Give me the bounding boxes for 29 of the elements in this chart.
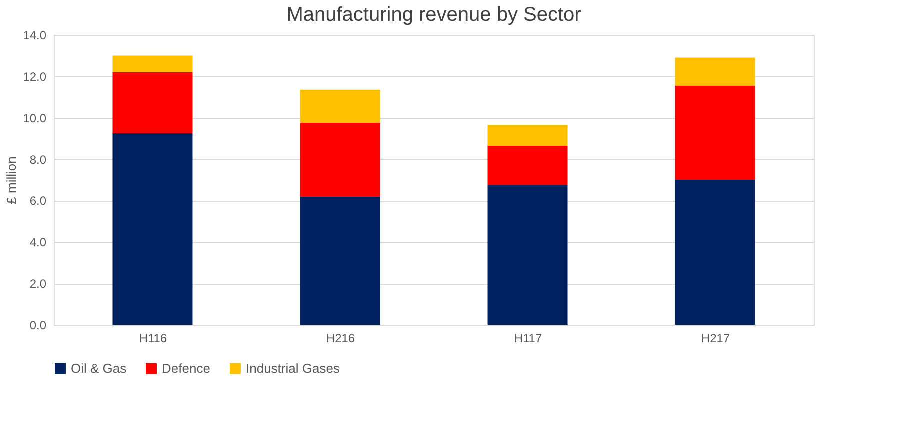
bar [112, 56, 193, 72]
legend-label: Defence [162, 360, 210, 376]
bar [300, 196, 380, 325]
x-tick-label: H116 [139, 332, 168, 346]
y-tick-label: 0.0 [30, 318, 47, 332]
chart-title: Manufacturing revenue by Sector [286, 4, 582, 26]
bar [488, 125, 568, 146]
bar [675, 86, 756, 180]
x-tick-label: H216 [326, 332, 356, 346]
y-tick-label: 4.0 [30, 236, 47, 250]
y-axis-title: £ million [4, 156, 20, 204]
bar [112, 72, 193, 134]
y-tick-label: 2.0 [30, 277, 47, 292]
y-tick-label: 14.0 [23, 28, 47, 42]
bar [112, 133, 193, 325]
y-tick-label: 6.0 [30, 194, 47, 208]
legend-label: Industrial Gases [246, 360, 340, 376]
legend-label: Oil & Gas [71, 360, 128, 376]
bar [675, 58, 756, 86]
bar [300, 123, 380, 197]
y-tick-label: 10.0 [23, 111, 47, 126]
x-tick-label: H217 [701, 332, 730, 346]
bar [300, 90, 380, 124]
y-tick-label: 8.0 [30, 152, 47, 167]
bar [488, 185, 568, 325]
bar [675, 180, 756, 325]
bar [488, 146, 568, 186]
y-tick-label: 12.0 [23, 70, 47, 84]
x-tick-label: H117 [514, 332, 542, 346]
